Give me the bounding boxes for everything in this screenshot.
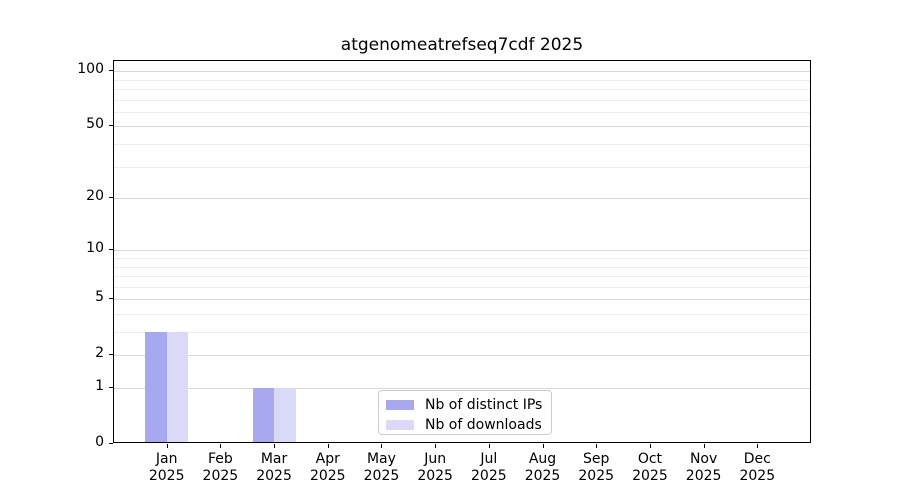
y-tick-mark bbox=[109, 70, 113, 72]
major-gridline bbox=[114, 71, 810, 73]
y-tick-label: 50 bbox=[86, 116, 104, 133]
y-tick-mark bbox=[109, 125, 113, 127]
minor-gridline bbox=[114, 144, 810, 146]
legend: Nb of distinct IPs Nb of downloads bbox=[378, 390, 552, 435]
legend-item-distinct-ips: Nb of distinct IPs bbox=[386, 397, 543, 413]
y-tick-mark bbox=[109, 354, 113, 356]
x-tick-label-aug: Aug 2025 bbox=[524, 451, 561, 484]
x-tick-mark bbox=[381, 444, 383, 448]
y-tick-mark bbox=[109, 387, 113, 388]
x-tick-label-mar: Mar 2025 bbox=[256, 451, 292, 484]
major-gridline bbox=[114, 355, 810, 357]
x-tick-label-may: May 2025 bbox=[363, 451, 400, 484]
y-tick-label: 10 bbox=[86, 240, 104, 257]
x-tick-mark bbox=[220, 444, 222, 448]
bar-mar-distinct-ips bbox=[252, 388, 275, 442]
minor-gridline bbox=[114, 276, 810, 278]
x-tick-mark bbox=[166, 444, 168, 448]
y-tick-label: 2 bbox=[95, 345, 104, 362]
x-tick-label-oct: Oct 2025 bbox=[632, 451, 668, 484]
y-tick-label: 0 bbox=[95, 434, 104, 450]
legend-swatch-downloads-icon bbox=[386, 420, 414, 430]
legend-swatch-distinct-ips-icon bbox=[386, 400, 414, 410]
minor-gridline bbox=[114, 332, 810, 334]
major-gridline bbox=[114, 198, 810, 200]
y-tick-label: 20 bbox=[86, 188, 104, 205]
bar-jan-downloads bbox=[166, 332, 189, 442]
y-tick-mark bbox=[109, 298, 113, 300]
minor-gridline bbox=[114, 89, 810, 91]
minor-gridline bbox=[114, 286, 810, 288]
y-tick-mark bbox=[109, 197, 113, 199]
major-gridline bbox=[114, 250, 810, 252]
legend-label-downloads: Nb of downloads bbox=[425, 417, 542, 433]
x-tick-label-dec: Dec 2025 bbox=[739, 451, 776, 484]
major-gridline bbox=[114, 388, 810, 389]
x-tick-label-feb: Feb 2025 bbox=[202, 451, 239, 484]
bar-jan-distinct-ips bbox=[145, 332, 167, 442]
legend-label-distinct-ips: Nb of distinct IPs bbox=[425, 397, 543, 413]
x-tick-label-jul: Jul 2025 bbox=[471, 451, 507, 484]
minor-gridline bbox=[114, 99, 810, 101]
minor-gridline bbox=[114, 266, 810, 268]
x-tick-label-jun: Jun 2025 bbox=[417, 451, 453, 484]
y-tick-label: 5 bbox=[95, 289, 104, 306]
minor-gridline bbox=[114, 258, 810, 259]
y-tick-mark bbox=[109, 249, 113, 251]
x-tick-mark bbox=[757, 444, 759, 448]
chart-title: atgenomeatrefseq7cdf 2025 bbox=[340, 35, 584, 55]
x-tick-mark bbox=[649, 444, 651, 448]
x-tick-mark bbox=[488, 444, 490, 448]
x-tick-mark bbox=[542, 444, 544, 448]
x-tick-mark bbox=[703, 444, 705, 448]
minor-gridline bbox=[114, 166, 810, 168]
bar-mar-downloads bbox=[274, 388, 296, 442]
x-tick-mark bbox=[274, 444, 276, 448]
major-gridline bbox=[114, 299, 810, 301]
major-gridline bbox=[114, 126, 810, 128]
minor-gridline bbox=[114, 79, 810, 81]
y-tick-label: 1 bbox=[95, 378, 104, 394]
x-tick-label-jan: Jan 2025 bbox=[148, 451, 185, 484]
x-tick-label-nov: Nov 2025 bbox=[685, 451, 722, 484]
y-tick-mark bbox=[109, 443, 113, 444]
x-tick-label-apr: Apr 2025 bbox=[309, 451, 346, 484]
minor-gridline bbox=[114, 111, 810, 113]
x-tick-mark bbox=[327, 444, 329, 448]
legend-item-downloads: Nb of downloads bbox=[386, 417, 543, 433]
x-tick-label-sep: Sep 2025 bbox=[578, 451, 615, 484]
y-tick-label: 100 bbox=[77, 61, 104, 78]
x-tick-mark bbox=[435, 444, 437, 448]
x-tick-mark bbox=[596, 444, 598, 448]
minor-gridline bbox=[114, 313, 810, 315]
plot-area bbox=[113, 60, 811, 443]
